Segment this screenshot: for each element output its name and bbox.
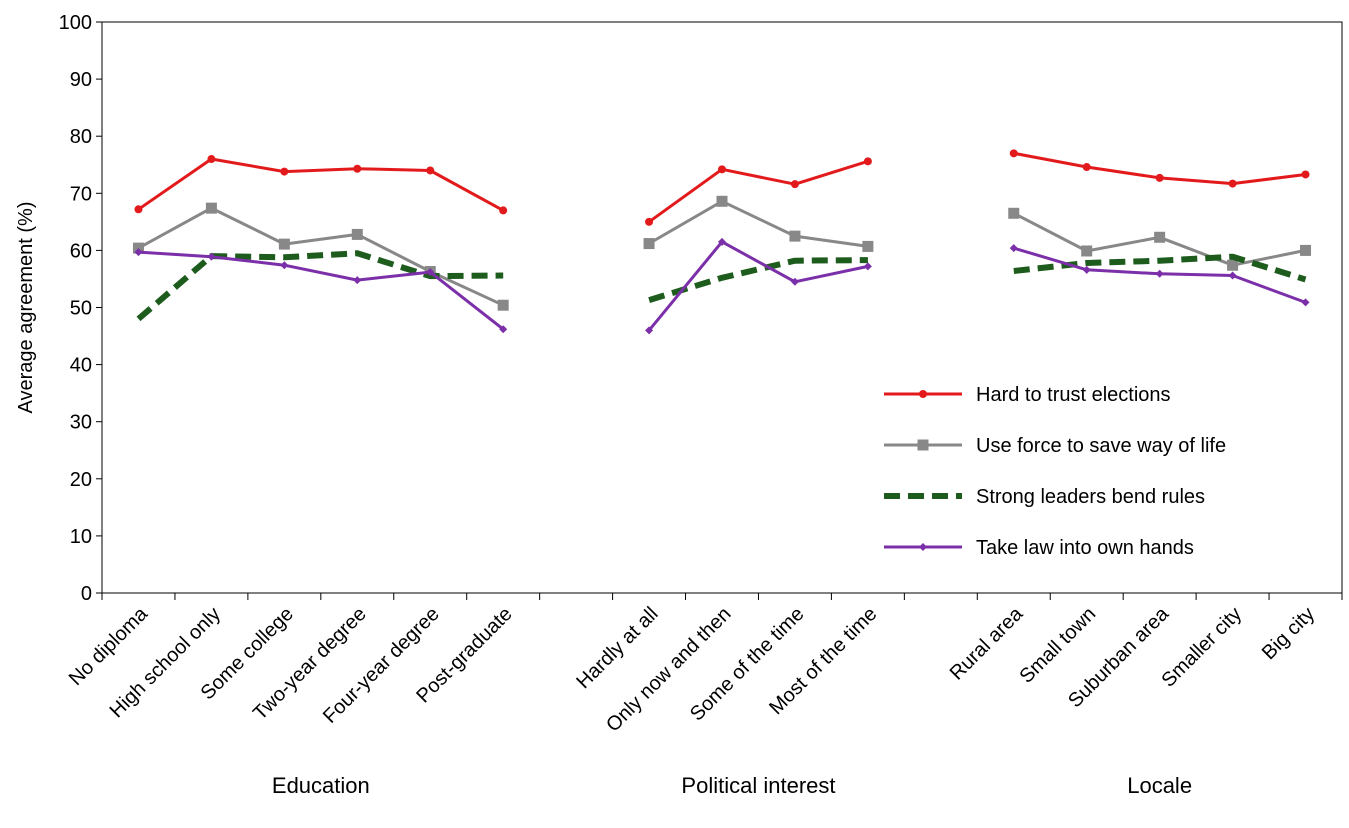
data-point-hard-to-trust-elections — [645, 217, 654, 226]
data-point-hard-to-trust-elections — [1155, 173, 1164, 182]
y-tick-label: 50 — [70, 298, 92, 320]
y-tick-label: 80 — [70, 126, 92, 148]
data-point-take-law-into-own-hands — [1009, 244, 1018, 253]
legend-label-take-law-into-own-hands: Take law into own hands — [976, 537, 1194, 559]
data-point-use-force-to-save-way-of-life — [205, 202, 217, 214]
series-line-take-law-into-own-hands-group-2 — [647, 240, 869, 332]
y-axis-title: Average agreement (%) — [15, 202, 37, 414]
y-tick-label: 70 — [70, 183, 92, 205]
data-point-take-law-into-own-hands — [134, 248, 143, 257]
data-point-use-force-to-save-way-of-life — [278, 238, 290, 250]
data-point-hard-to-trust-elections — [207, 155, 216, 164]
data-point-take-law-into-own-hands — [718, 237, 726, 246]
data-point-take-law-into-own-hands — [790, 277, 799, 286]
y-tick-label: 0 — [81, 583, 92, 605]
group-label-education: Education — [272, 773, 370, 798]
data-point-take-law-into-own-hands — [426, 268, 435, 277]
legend-marker-use-force-to-save-way-of-life — [917, 439, 929, 451]
group-label-locale: Locale — [1127, 773, 1192, 798]
data-point-use-force-to-save-way-of-life — [789, 230, 801, 242]
data-point-hard-to-trust-elections — [134, 205, 143, 214]
data-point-take-law-into-own-hands — [207, 252, 216, 261]
data-point-take-law-into-own-hands — [499, 325, 508, 334]
series-line-take-law-into-own-hands-group-1 — [138, 250, 505, 331]
data-point-take-law-into-own-hands — [1301, 298, 1310, 307]
data-point-use-force-to-save-way-of-life — [1300, 244, 1312, 256]
y-tick-label: 60 — [70, 240, 92, 262]
x-category-label-only-now-and-then: Only now and then — [602, 603, 735, 736]
data-point-take-law-into-own-hands — [280, 261, 289, 270]
data-point-use-force-to-save-way-of-life — [1008, 207, 1020, 219]
data-point-take-law-into-own-hands — [1082, 265, 1091, 274]
data-point-hard-to-trust-elections — [426, 166, 435, 175]
data-point-hard-to-trust-elections — [499, 206, 508, 215]
data-point-hard-to-trust-elections — [1082, 163, 1091, 172]
data-point-hard-to-trust-elections — [280, 167, 289, 176]
data-point-use-force-to-save-way-of-life — [351, 228, 363, 240]
data-point-use-force-to-save-way-of-life — [1081, 245, 1093, 257]
data-point-use-force-to-save-way-of-life — [716, 195, 728, 207]
series-line-strong-leaders-bend-rules-group-2 — [648, 257, 868, 303]
data-point-hard-to-trust-elections — [353, 164, 362, 173]
series-line-hard-to-trust-elections-group-1 — [137, 157, 504, 212]
data-point-use-force-to-save-way-of-life — [1154, 231, 1166, 243]
data-point-hard-to-trust-elections — [863, 157, 872, 166]
y-tick-label: 20 — [70, 469, 92, 491]
group-label-political-interest: Political interest — [681, 773, 835, 798]
y-tick-label: 90 — [70, 69, 92, 91]
y-tick-label: 30 — [70, 412, 92, 434]
data-point-take-law-into-own-hands — [645, 326, 654, 335]
data-point-use-force-to-save-way-of-life — [643, 238, 655, 250]
data-point-take-law-into-own-hands — [1228, 271, 1237, 280]
y-tick-label: 40 — [70, 355, 92, 377]
data-point-take-law-into-own-hands — [1155, 269, 1164, 278]
data-point-take-law-into-own-hands — [863, 262, 872, 271]
data-point-hard-to-trust-elections — [1009, 149, 1018, 158]
legend-marker-take-law-into-own-hands — [919, 543, 927, 551]
series-line-strong-leaders-bend-rules-group-3 — [1013, 253, 1307, 283]
data-point-use-force-to-save-way-of-life — [497, 299, 509, 311]
y-tick-label: 100 — [59, 12, 92, 34]
data-point-hard-to-trust-elections — [1228, 179, 1237, 188]
series-line-hard-to-trust-elections-group-2 — [648, 159, 869, 224]
data-point-hard-to-trust-elections — [1301, 170, 1310, 179]
series-line-use-force-to-save-way-of-life-group-1 — [137, 206, 504, 307]
legend-label-strong-leaders-bend-rules: Strong leaders bend rules — [976, 486, 1205, 508]
x-category-label-big-city: Big city — [1258, 603, 1319, 664]
data-point-use-force-to-save-way-of-life — [1227, 259, 1239, 271]
data-point-hard-to-trust-elections — [718, 165, 726, 174]
legend-label-hard-to-trust-elections: Hard to trust elections — [976, 384, 1171, 406]
y-tick-label: 10 — [70, 526, 92, 548]
data-point-take-law-into-own-hands — [353, 276, 362, 285]
series-line-strong-leaders-bend-rules-group-1 — [136, 250, 504, 322]
series-line-use-force-to-save-way-of-life-group-2 — [648, 199, 869, 248]
legend-label-use-force-to-save-way-of-life: Use force to save way of life — [976, 435, 1226, 457]
data-point-use-force-to-save-way-of-life — [862, 240, 874, 252]
legend-marker-hard-to-trust-elections — [919, 390, 927, 398]
data-point-hard-to-trust-elections — [790, 180, 799, 189]
